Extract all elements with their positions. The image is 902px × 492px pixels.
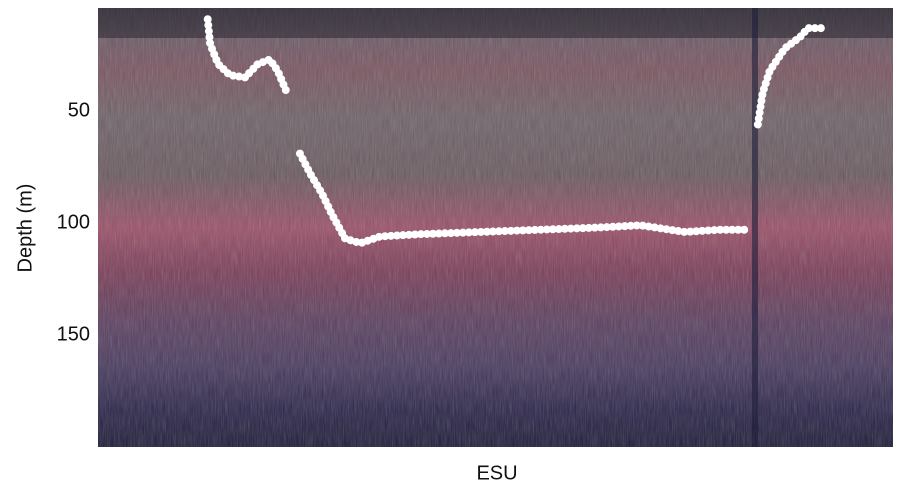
x-axis-label: ESU bbox=[476, 462, 517, 484]
y-tick-label: 150 bbox=[57, 323, 90, 345]
y-axis-label: Depth (m) bbox=[14, 184, 36, 273]
y-tick-label: 100 bbox=[57, 211, 90, 233]
echogram-background bbox=[98, 8, 893, 447]
y-tick-label: 50 bbox=[68, 99, 90, 121]
dive-track bbox=[295, 149, 754, 248]
dive-track bbox=[203, 15, 293, 100]
dive-track bbox=[753, 24, 830, 129]
